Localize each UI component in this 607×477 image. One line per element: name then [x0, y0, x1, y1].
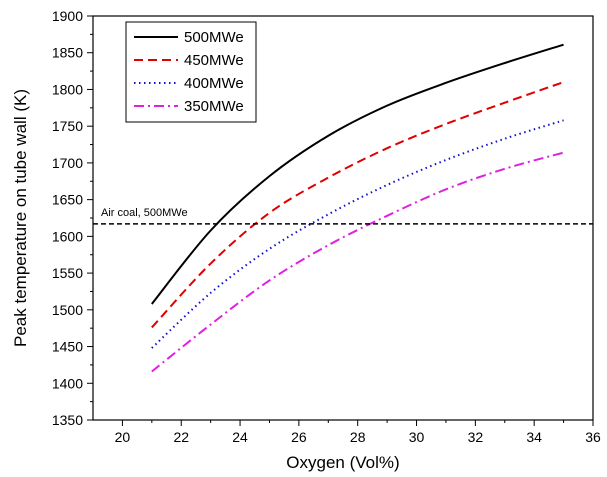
- x-tick-label: 22: [173, 429, 189, 445]
- x-tick-label: 20: [115, 429, 131, 445]
- y-tick-label: 1400: [52, 375, 83, 391]
- x-tick-label: 28: [350, 429, 366, 445]
- ticks-layer: 20 22 24 26 28 30 32 34 36 1350 1400 1450 1500 1550 16…: [52, 8, 601, 445]
- y-tick-label: 1450: [52, 339, 83, 355]
- y-tick-label: 1850: [52, 45, 83, 61]
- legend-label-400MWe: 400MWe: [184, 75, 244, 92]
- x-tick-label: 26: [291, 429, 307, 445]
- x-tick-label: 24: [232, 429, 248, 445]
- reference-line-layer: Air coal, 500MWe: [93, 207, 593, 225]
- y-tick-label: 1750: [52, 118, 83, 134]
- legend: 500MWe 450MWe 400MWe 350MWe: [125, 21, 257, 123]
- legend-box: [125, 21, 257, 123]
- legend-label-450MWe: 450MWe: [184, 52, 244, 69]
- series-line-350MWe: [151, 151, 564, 373]
- series-layer: [151, 43, 564, 373]
- y-tick-label: 1700: [52, 155, 83, 171]
- y-axis-title: Peak temperature on tube wall (K): [11, 89, 30, 347]
- y-tick-label: 1550: [52, 265, 83, 281]
- x-tick-label: 30: [409, 429, 425, 445]
- series-line-450MWe: [151, 81, 564, 329]
- legend-label-350MWe: 350MWe: [184, 98, 244, 115]
- x-tick-label: 36: [585, 429, 601, 445]
- x-axis-title: Oxygen (Vol%): [286, 453, 399, 472]
- reference-line-label: Air coal, 500MWe: [101, 207, 188, 219]
- legend-label-500MWe: 500MWe: [184, 29, 244, 46]
- y-tick-label: 1500: [52, 302, 83, 318]
- series-line-500MWe: [151, 43, 564, 305]
- x-tick-label: 34: [526, 429, 542, 445]
- y-tick-label: 1800: [52, 81, 83, 97]
- y-tick-label: 1650: [52, 192, 83, 208]
- y-tick-label: 1900: [52, 8, 83, 24]
- x-tick-label: 32: [468, 429, 484, 445]
- y-tick-label: 1600: [52, 228, 83, 244]
- y-tick-label: 1350: [52, 412, 83, 428]
